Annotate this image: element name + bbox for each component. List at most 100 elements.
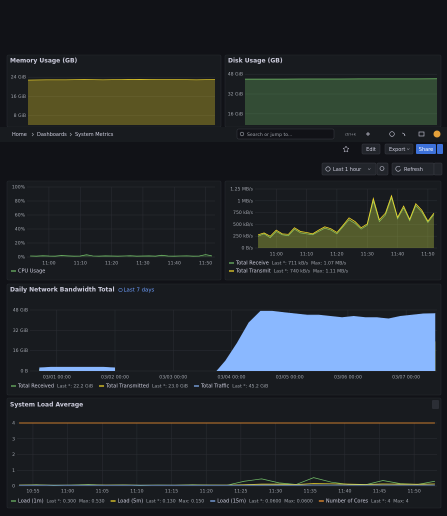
legend-stats: Last *: 0.130 Max: 0.150: [146, 499, 204, 505]
x-tick-label: 11:15: [165, 489, 178, 495]
export-button[interactable]: [384, 143, 414, 155]
y-tick-label: 250 kB/s: [233, 234, 254, 240]
star-icon[interactable]: [342, 145, 350, 153]
legend-stats: Last *: 23.0 GiB: [152, 384, 188, 390]
panel-menu[interactable]: [432, 400, 439, 409]
panel-title: Memory Usage (GB): [10, 58, 78, 65]
legend-name: Load (1m): [18, 499, 44, 505]
time-picker[interactable]: [321, 162, 377, 176]
caret: [406, 148, 410, 151]
x-tick-label: 11:20: [330, 252, 343, 258]
panels: Memory Usage (GB) 8 GiB 16 GiB 24 GiB Disk U…: [6, 54, 442, 509]
legend-stats: Last *: 711 kB/s Max: 1.07 MB/s: [272, 261, 347, 267]
x-tick-label: 03/05 00:00: [276, 375, 304, 381]
refresh-icon: [395, 166, 401, 172]
series-line: [39, 310, 436, 371]
x-tick-label: 11:30: [136, 261, 149, 267]
y-tick-label: 0%: [18, 255, 26, 261]
x-tick-label: 11:00: [270, 252, 283, 258]
x-tick-label: 10:55: [26, 489, 39, 495]
x-tick-label: 11:40: [168, 261, 181, 267]
area: [258, 197, 434, 248]
refresh-label: Refresh: [404, 167, 423, 173]
y-tick-label: 20%: [15, 241, 26, 247]
y-tick-label: 60%: [15, 213, 26, 219]
y-tick-label: 4: [12, 421, 15, 427]
search-icon: [239, 131, 245, 137]
add-icon[interactable]: [366, 132, 370, 136]
news-icon[interactable]: [401, 132, 406, 137]
x-tick-label: 11:05: [96, 489, 109, 495]
legend-swatch: [193, 385, 199, 387]
legend-stats: Last *: 4 Max: 4: [371, 499, 409, 505]
y-tick-label: 8 GiB: [14, 113, 26, 119]
search-box[interactable]: [236, 128, 335, 140]
x-tick-label: 03/04 00:00: [217, 375, 245, 381]
legend-swatch: [229, 270, 234, 272]
x-tick-label: 03/03 00:00: [159, 375, 187, 381]
help-icon[interactable]: [389, 131, 395, 137]
legend-name: CPU Usage: [18, 269, 45, 275]
legend-swatch: [229, 262, 234, 264]
y-tick-label: 1.25 MB/s: [230, 187, 253, 193]
zoom-icon: [379, 166, 385, 171]
x-tick-label: 11:50: [421, 252, 434, 258]
x-tick-label: 11:20: [200, 489, 213, 495]
panel-subtitle: Last 7 days: [124, 288, 155, 294]
y-tick-label: 16 GiB: [228, 111, 243, 117]
export-label: Export: [389, 147, 405, 153]
area: [28, 79, 215, 125]
y-tick-label: 48 GiB: [228, 72, 243, 78]
series-line: [30, 254, 212, 257]
x-tick-label: 11:10: [300, 252, 313, 258]
y-tick-label: 750 kB/s: [233, 210, 254, 216]
y-tick-label: 40%: [15, 227, 26, 233]
legend-swatch: [11, 270, 16, 272]
top-chrome: Home Dashboards System Metrics Search or…: [0, 127, 447, 176]
y-tick-label: 2: [12, 452, 15, 458]
x-tick-label: 11:40: [391, 252, 404, 258]
legend-swatch: [11, 500, 16, 502]
share-button[interactable]: [416, 144, 436, 154]
series-line: [257, 194, 435, 237]
y-tick-label: 500 kB/s: [233, 222, 254, 228]
area: [39, 311, 436, 371]
edit-button[interactable]: [361, 143, 381, 155]
panel: [6, 180, 222, 281]
breadcrumb[interactable]: Dashboards: [37, 132, 67, 138]
avatar[interactable]: [433, 130, 441, 138]
panel-title: Daily Network Bandwidth Total: [10, 287, 115, 294]
legend-name: Total Transmitted: [105, 384, 149, 390]
caret: [367, 168, 371, 171]
y-tick-label: 16 GiB: [13, 348, 28, 354]
x-tick-label: 11:45: [373, 489, 386, 495]
y-tick-label: 0 B/s: [242, 246, 254, 252]
legend-stats: Last *: 740 kB/s Max: 1.11 MB/s: [274, 269, 349, 275]
share-menu[interactable]: [437, 144, 443, 154]
y-tick-label: 100%: [12, 185, 26, 191]
zoom-button[interactable]: [376, 162, 389, 176]
time-range: Last 1 hour: [333, 167, 362, 173]
x-tick-label: 03/07 00:00: [392, 375, 420, 381]
panel-title: System Load Average: [10, 402, 83, 409]
y-tick-label: 24 GiB: [11, 75, 26, 81]
x-tick-label: 11:10: [74, 261, 87, 267]
legend-name: Total Traffic: [200, 384, 230, 390]
shortcut: ctrl+k: [345, 133, 357, 137]
legend-name: Load (15m): [217, 499, 246, 505]
kiosk-icon[interactable]: [418, 131, 425, 137]
y-tick-label: 16 GiB: [11, 94, 26, 100]
breadcrumb[interactable]: Home: [12, 132, 27, 138]
x-tick-label: 11:50: [199, 261, 212, 267]
legend-swatch: [110, 500, 116, 502]
x-tick-label: 11:30: [269, 489, 282, 495]
nav-bar: [0, 127, 447, 142]
panel: [224, 180, 442, 281]
y-tick-label: 0: [12, 484, 15, 490]
refresh-menu[interactable]: [433, 162, 443, 176]
chevron: [31, 132, 34, 137]
x-tick-label: 11:50: [408, 489, 421, 495]
clock-icon: [118, 287, 123, 293]
breadcrumb: System Metrics: [75, 132, 114, 138]
x-tick-label: 11:40: [338, 489, 351, 495]
